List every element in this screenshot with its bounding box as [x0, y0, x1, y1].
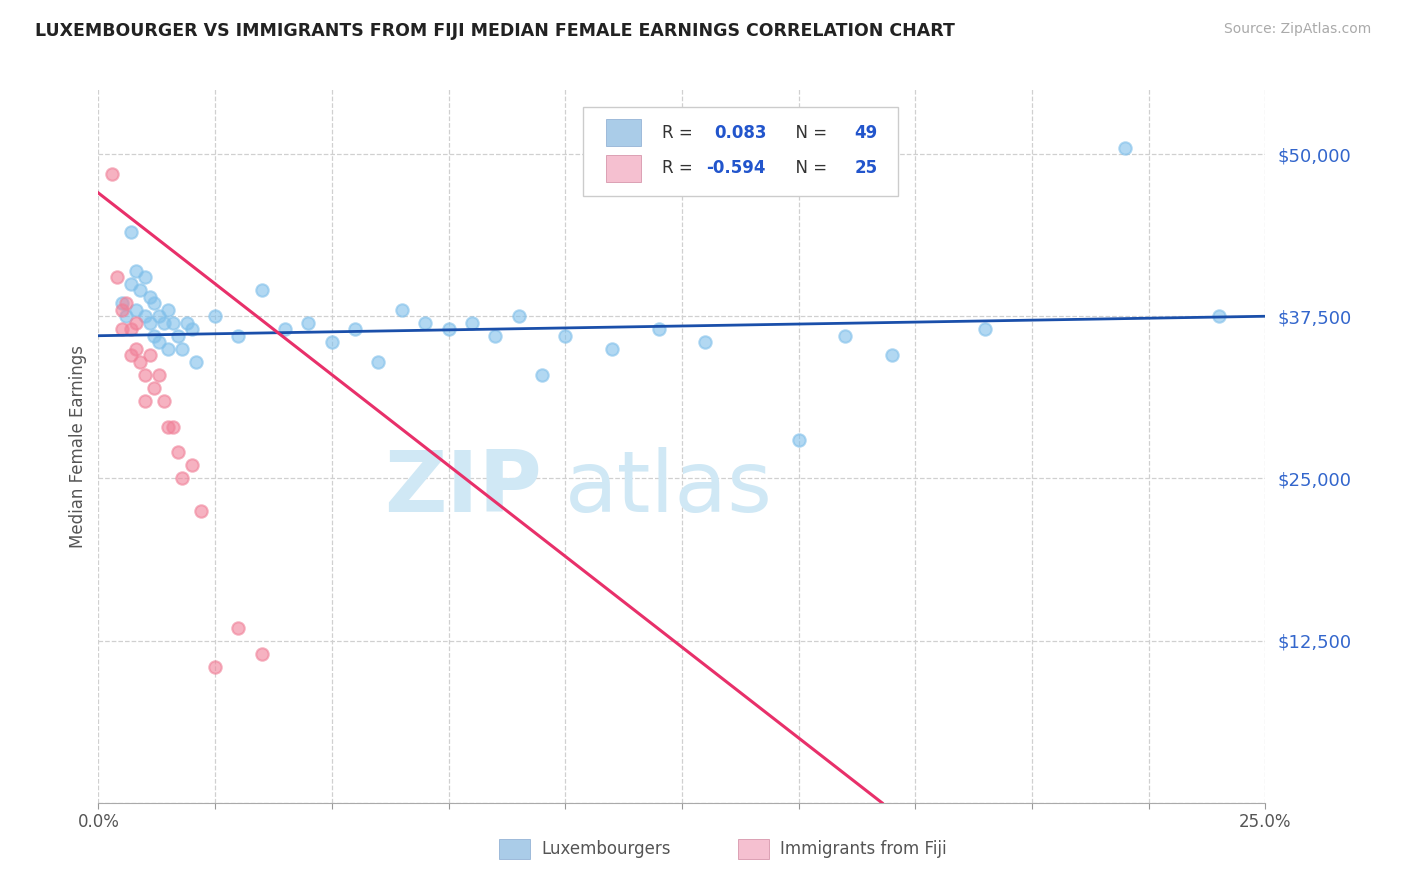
Point — [166, 445, 188, 459]
Point — [250, 283, 273, 297]
Point — [530, 368, 553, 382]
Text: N =: N = — [785, 124, 832, 142]
Bar — [606, 120, 641, 146]
Point — [172, 471, 194, 485]
Point — [120, 225, 142, 239]
Point — [437, 322, 460, 336]
Point — [134, 310, 156, 324]
Point — [461, 316, 484, 330]
Point — [166, 328, 188, 343]
Point — [204, 310, 226, 324]
Point — [413, 316, 436, 330]
Point — [134, 270, 156, 285]
Point — [129, 354, 152, 368]
Point — [162, 316, 184, 330]
Point — [101, 167, 124, 181]
Text: atlas: atlas — [565, 447, 773, 531]
Point — [139, 348, 162, 362]
Point — [125, 316, 148, 330]
Point — [143, 381, 166, 395]
Point — [139, 290, 162, 304]
Point — [367, 354, 389, 368]
Point — [974, 322, 997, 336]
Point — [186, 354, 208, 368]
Point — [274, 322, 297, 336]
Text: N =: N = — [785, 160, 832, 178]
Point — [834, 328, 856, 343]
Point — [204, 659, 226, 673]
Point — [297, 316, 319, 330]
Point — [157, 419, 180, 434]
Point — [1208, 310, 1230, 324]
Point — [647, 322, 669, 336]
Point — [695, 335, 717, 350]
Point — [162, 419, 184, 434]
Point — [157, 342, 180, 356]
Text: LUXEMBOURGER VS IMMIGRANTS FROM FIJI MEDIAN FEMALE EARNINGS CORRELATION CHART: LUXEMBOURGER VS IMMIGRANTS FROM FIJI MED… — [35, 22, 955, 40]
Point — [250, 647, 273, 661]
Point — [157, 302, 180, 317]
Y-axis label: Median Female Earnings: Median Female Earnings — [69, 344, 87, 548]
Point — [148, 368, 170, 382]
Point — [787, 433, 810, 447]
Point — [139, 316, 162, 330]
Point — [111, 302, 134, 317]
Point — [120, 348, 142, 362]
Text: Source: ZipAtlas.com: Source: ZipAtlas.com — [1223, 22, 1371, 37]
Point — [600, 342, 623, 356]
Point — [176, 316, 198, 330]
Point — [125, 264, 148, 278]
Point — [1114, 140, 1136, 154]
Text: R =: R = — [662, 160, 697, 178]
Point — [152, 393, 174, 408]
Point — [125, 342, 148, 356]
Point — [143, 296, 166, 310]
Point — [321, 335, 343, 350]
Point — [152, 316, 174, 330]
Point — [111, 296, 134, 310]
Point — [180, 458, 202, 473]
Point — [228, 328, 250, 343]
Point — [228, 621, 250, 635]
Point — [143, 328, 166, 343]
Text: 0.083: 0.083 — [714, 124, 768, 142]
Point — [180, 322, 202, 336]
Text: 25: 25 — [855, 160, 877, 178]
Bar — [606, 155, 641, 182]
Point — [172, 342, 194, 356]
Point — [115, 310, 138, 324]
Text: R =: R = — [662, 124, 697, 142]
Point — [125, 302, 148, 317]
Point — [111, 322, 134, 336]
Point — [554, 328, 576, 343]
Text: ZIP: ZIP — [384, 447, 541, 531]
Text: -0.594: -0.594 — [706, 160, 766, 178]
Point — [120, 322, 142, 336]
Text: Immigrants from Fiji: Immigrants from Fiji — [780, 840, 948, 858]
Point — [484, 328, 506, 343]
Point — [134, 368, 156, 382]
Point — [148, 310, 170, 324]
Point — [120, 277, 142, 291]
Point — [115, 296, 138, 310]
Point — [129, 283, 152, 297]
Point — [344, 322, 367, 336]
Point — [508, 310, 530, 324]
Point — [105, 270, 128, 285]
FancyBboxPatch shape — [582, 107, 898, 196]
Text: 49: 49 — [855, 124, 877, 142]
Text: Luxembourgers: Luxembourgers — [541, 840, 671, 858]
Point — [148, 335, 170, 350]
Point — [880, 348, 903, 362]
Point — [391, 302, 413, 317]
Point — [134, 393, 156, 408]
Point — [190, 504, 212, 518]
